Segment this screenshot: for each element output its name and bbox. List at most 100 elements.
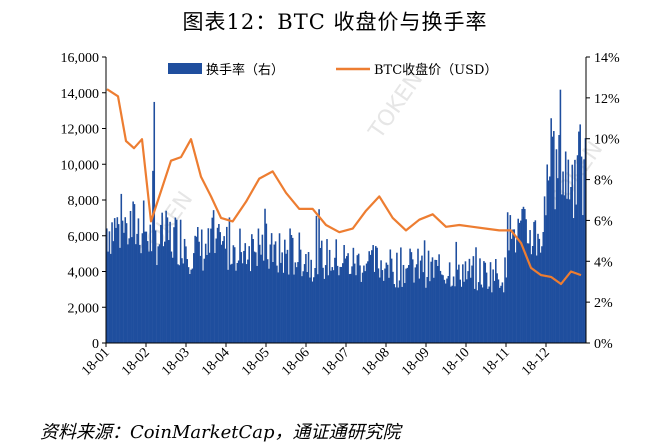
turnover-bar bbox=[198, 241, 200, 343]
turnover-bar bbox=[466, 279, 468, 343]
turnover-bar bbox=[500, 285, 502, 343]
turnover-bar bbox=[472, 256, 475, 343]
x-tick-label: 18-11 bbox=[479, 345, 512, 378]
turnover-bar bbox=[326, 239, 328, 343]
turnover-bar bbox=[157, 246, 159, 343]
turnover-bar bbox=[556, 178, 559, 343]
turnover-bar bbox=[546, 164, 549, 343]
turnover-bar bbox=[429, 281, 431, 343]
turnover-bar bbox=[274, 241, 277, 343]
turnover-bar bbox=[153, 101, 156, 343]
turnover-bar bbox=[310, 259, 312, 343]
turnover-bar bbox=[527, 243, 530, 343]
x-tick-label: 18-04 bbox=[199, 345, 233, 379]
turnover-bar bbox=[460, 286, 463, 343]
turnover-bar bbox=[298, 232, 301, 343]
turnover-bar bbox=[113, 218, 116, 343]
turnover-bar bbox=[550, 118, 552, 344]
turnover-bar bbox=[287, 274, 290, 343]
turnover-bar bbox=[127, 244, 129, 343]
turnover-bar bbox=[224, 248, 227, 343]
turnover-bar bbox=[509, 215, 512, 343]
turnover-bar bbox=[128, 238, 130, 343]
turnover-bar bbox=[582, 215, 584, 343]
turnover-bar bbox=[276, 265, 278, 343]
turnover-bar bbox=[334, 257, 336, 343]
turnover-bar bbox=[178, 265, 181, 343]
turnover-bar bbox=[479, 258, 481, 343]
turnover-bar bbox=[302, 271, 305, 343]
turnover-bar bbox=[240, 252, 243, 343]
turnover-bar bbox=[384, 268, 386, 343]
y-right-tick-label: 2% bbox=[594, 296, 613, 311]
turnover-bar bbox=[521, 208, 523, 343]
turnover-bar bbox=[388, 277, 390, 343]
turnover-bar bbox=[278, 233, 281, 343]
turnover-bar bbox=[332, 270, 335, 343]
turnover-bar bbox=[185, 246, 187, 343]
turnover-bar bbox=[385, 262, 388, 343]
turnover-bar bbox=[564, 151, 567, 343]
turnover-bar bbox=[256, 265, 258, 343]
turnover-bar bbox=[497, 279, 500, 343]
turnover-bar bbox=[293, 274, 295, 343]
x-tick-label: 18-12 bbox=[519, 345, 553, 379]
btc-price-line bbox=[106, 88, 582, 286]
turnover-bar bbox=[459, 279, 461, 343]
turnover-bar bbox=[226, 226, 228, 343]
turnover-bar bbox=[164, 241, 166, 343]
turnover-bar bbox=[512, 229, 514, 343]
turnover-bar bbox=[199, 255, 202, 343]
turnover-bar bbox=[117, 224, 120, 343]
turnover-bar bbox=[508, 250, 510, 343]
turnover-bar bbox=[112, 241, 115, 343]
turnover-bar bbox=[549, 176, 551, 343]
x-tick-label: 18-03 bbox=[159, 345, 193, 379]
turnover-bar bbox=[583, 159, 585, 343]
turnover-bar bbox=[551, 136, 554, 343]
turnover-bar bbox=[538, 238, 541, 343]
turnover-bar bbox=[464, 261, 467, 343]
turnover-bar bbox=[154, 230, 157, 343]
turnover-bar bbox=[295, 267, 298, 343]
turnover-bar bbox=[269, 244, 272, 343]
turnover-bar bbox=[144, 231, 146, 343]
turnover-bar bbox=[251, 234, 253, 343]
turnover-bar bbox=[568, 199, 571, 343]
turnover-bar bbox=[476, 290, 479, 343]
turnover-bar bbox=[281, 252, 283, 343]
turnover-bar bbox=[361, 272, 364, 343]
turnover-bar bbox=[409, 248, 411, 343]
turnover-bar bbox=[190, 269, 192, 343]
turnover-bar bbox=[125, 223, 128, 343]
turnover-bar bbox=[285, 253, 287, 343]
turnover-bar bbox=[243, 250, 245, 343]
turnover-bar bbox=[563, 195, 566, 343]
turnover-bar bbox=[398, 280, 401, 343]
turnover-bar bbox=[177, 264, 179, 343]
turnover-bar bbox=[386, 264, 389, 343]
turnover-bar bbox=[211, 217, 214, 343]
turnover-bar bbox=[436, 265, 439, 343]
turnover-bar bbox=[266, 259, 269, 343]
turnover-bar bbox=[513, 229, 516, 343]
turnover-bar bbox=[133, 204, 136, 343]
turnover-bar bbox=[542, 232, 545, 343]
turnover-bar bbox=[236, 263, 239, 343]
turnover-bar bbox=[555, 149, 558, 343]
y-right-tick-label: 8% bbox=[594, 174, 613, 189]
turnover-bar bbox=[248, 246, 250, 343]
turnover-bar bbox=[430, 261, 432, 343]
turnover-bar bbox=[215, 238, 218, 343]
turnover-bar bbox=[456, 269, 459, 343]
x-tick-label: 18-05 bbox=[239, 345, 273, 379]
turnover-bar bbox=[338, 275, 340, 343]
turnover-bar bbox=[202, 270, 204, 343]
turnover-bar bbox=[534, 220, 537, 343]
turnover-bar bbox=[264, 208, 266, 343]
turnover-bar bbox=[294, 262, 297, 343]
turnover-bar bbox=[402, 264, 405, 343]
turnover-bar bbox=[498, 287, 501, 343]
turnover-bar bbox=[239, 228, 241, 343]
turnover-bar bbox=[554, 209, 556, 343]
